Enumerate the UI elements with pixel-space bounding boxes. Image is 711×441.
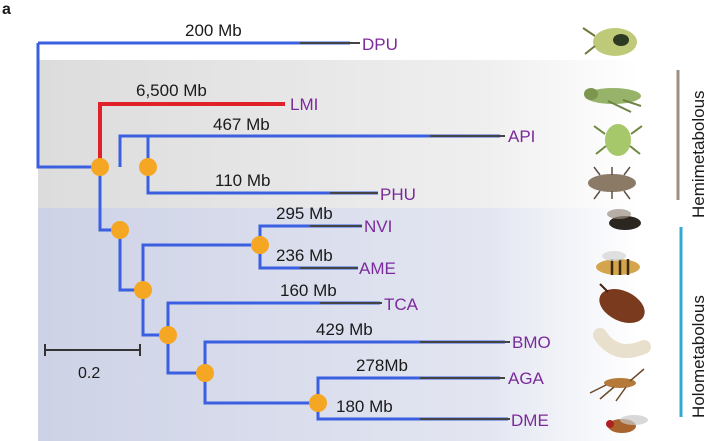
beetle-icon bbox=[599, 283, 645, 323]
louse-icon bbox=[588, 166, 636, 200]
genome-size-dme: 180 Mb bbox=[336, 397, 393, 416]
wasp-icon bbox=[607, 209, 641, 230]
genome-size-labels: 200 Mb 6,500 Mb 467 Mb 110 Mb 295 Mb 236… bbox=[136, 21, 408, 416]
branch-to-aga-dme bbox=[203, 373, 318, 405]
taxon-bmo: BMO bbox=[512, 333, 551, 352]
node-ame-rest bbox=[134, 281, 152, 299]
hemimetabolous-background bbox=[38, 60, 638, 208]
branch-tca bbox=[166, 301, 380, 335]
taxon-aga: AGA bbox=[508, 369, 545, 388]
genome-size-api: 467 Mb bbox=[213, 115, 270, 134]
genome-size-bmo: 429 Mb bbox=[316, 320, 373, 339]
holometabolous-label: Holometabolous bbox=[689, 295, 708, 418]
node-hymenoptera bbox=[251, 236, 269, 254]
panel-label: a bbox=[2, 1, 11, 18]
taxon-phu: PHU bbox=[380, 185, 416, 204]
terminal-tips bbox=[300, 42, 510, 420]
node-api-phu bbox=[139, 158, 157, 176]
branch-to-bmo-clade bbox=[166, 335, 205, 375]
fruit-fly-icon bbox=[606, 415, 648, 433]
taxon-labels: DPU LMI API PHU NVI AME TCA BMO AGA DME bbox=[290, 35, 551, 430]
water-flea-icon bbox=[582, 27, 637, 56]
taxon-nvi: NVI bbox=[364, 217, 392, 236]
genome-size-nvi: 295 Mb bbox=[276, 204, 333, 223]
taxon-lmi: LMI bbox=[290, 95, 318, 114]
mosquito-icon bbox=[589, 368, 645, 402]
scale-bar: 0.2 bbox=[44, 344, 141, 382]
genome-size-aga: 278Mb bbox=[356, 356, 408, 375]
node-diptera bbox=[309, 394, 327, 412]
branch-bmo bbox=[203, 340, 505, 373]
taxon-api: API bbox=[508, 127, 535, 146]
locust-icon bbox=[584, 88, 642, 113]
taxon-ame: AME bbox=[359, 259, 396, 278]
node-holometabola bbox=[111, 221, 129, 239]
silkworm-icon bbox=[593, 328, 651, 358]
scale-bar-label: 0.2 bbox=[78, 365, 100, 382]
organism-thumbnails bbox=[582, 27, 651, 433]
branch-lmi-highlight bbox=[98, 102, 285, 167]
node-bmo-rest bbox=[196, 364, 214, 382]
node-insects bbox=[91, 158, 109, 176]
genome-size-lmi: 6,500 Mb bbox=[136, 81, 207, 100]
hemimetabolous-label: Hemimetabolous bbox=[689, 90, 708, 218]
genome-size-dpu: 200 Mb bbox=[185, 21, 242, 40]
aphid-icon bbox=[593, 124, 643, 156]
taxon-tca: TCA bbox=[384, 295, 419, 314]
honeybee-icon bbox=[596, 251, 640, 275]
genome-size-ame: 236 Mb bbox=[276, 246, 333, 265]
holometabolous-background bbox=[38, 208, 638, 441]
taxon-dme: DME bbox=[511, 411, 549, 430]
taxon-dpu: DPU bbox=[362, 35, 398, 54]
node-tca-rest bbox=[159, 326, 177, 344]
node-markers bbox=[91, 158, 327, 412]
root-branch bbox=[36, 43, 100, 169]
genome-size-tca: 160 Mb bbox=[280, 281, 337, 300]
genome-size-phu: 110 Mb bbox=[215, 171, 270, 190]
